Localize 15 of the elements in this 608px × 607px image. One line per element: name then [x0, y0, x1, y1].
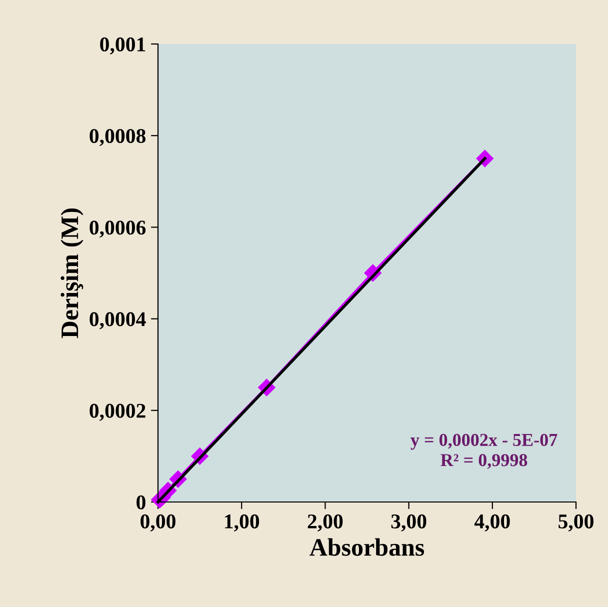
- y-tick-label: 0: [136, 495, 146, 510]
- x-tick-label: 1,00: [225, 514, 260, 532]
- y-axis-title: Derişim (M): [60, 208, 84, 338]
- y-tick-label: 0,0002: [90, 404, 146, 421]
- x-axis-title: Absorbans: [310, 538, 424, 556]
- x-tick-label: 2,00: [308, 514, 343, 532]
- y-tick-label: 0,001: [100, 37, 146, 54]
- x-tick-label: 3,00: [391, 514, 426, 532]
- x-tick-label: 4,00: [474, 514, 510, 532]
- y-tick-label: 0,0008: [90, 128, 146, 146]
- y-tick-label: 0,0004: [90, 312, 146, 330]
- x-tick-label: 0,00: [140, 514, 176, 532]
- annotation: y = 0,0002x - 5E-07 R² = 0,9998: [410, 434, 558, 469]
- y-tick-label: 0,0006: [90, 220, 146, 238]
- x-tick-label: 5,00: [558, 514, 594, 532]
